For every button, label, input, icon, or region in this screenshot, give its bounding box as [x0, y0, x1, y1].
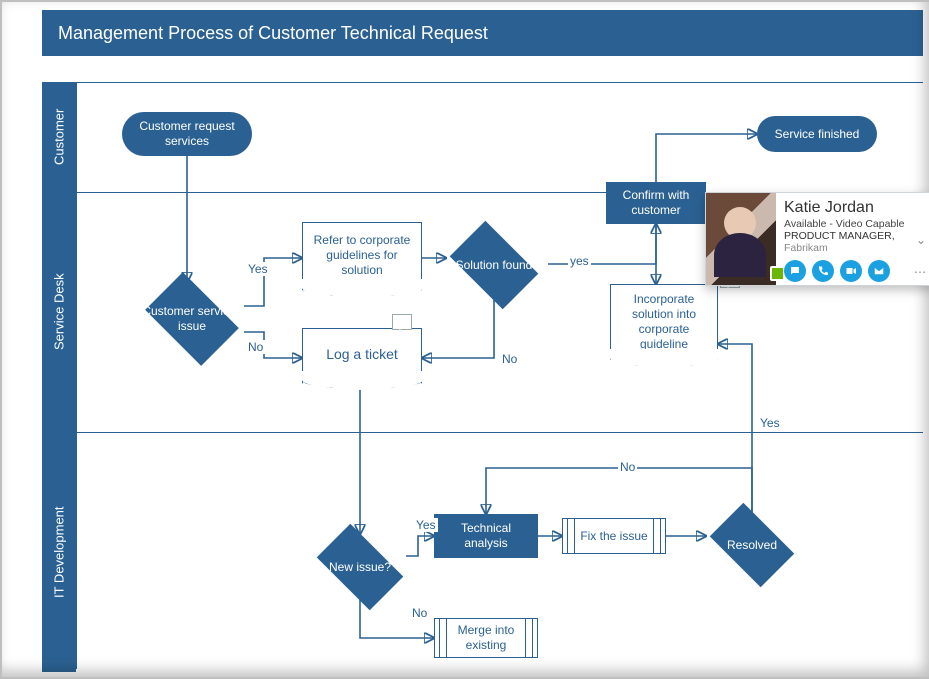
edge-label-yes: Yes [758, 416, 782, 430]
role-text: PRODUCT MANAGER [784, 230, 892, 242]
node-confirm-customer-process[interactable]: Confirm with customer [606, 182, 706, 224]
node-technical-analysis-process[interactable]: Technical analysis [434, 514, 538, 558]
company-text: Fabrikam [784, 242, 828, 254]
contact-role: PRODUCT MANAGER, Fabrikam [784, 230, 924, 254]
contact-status: Available - Video Capable [784, 218, 924, 230]
node-label: Solution found [452, 258, 537, 273]
node-label: Merge into existing [451, 623, 521, 653]
email-button[interactable] [868, 260, 890, 282]
node-label: Customer request services [136, 119, 238, 149]
video-button[interactable] [840, 260, 862, 282]
contact-card[interactable]: Katie Jordan Available - Video Capable P… [705, 192, 929, 286]
swimlane-label-text: IT Development [52, 506, 67, 598]
node-label: Log a ticket [326, 346, 398, 364]
call-button[interactable] [812, 260, 834, 282]
edge-label-yes: Yes [246, 262, 270, 276]
swimlane-customer-label: Customer [42, 82, 76, 192]
node-merge-existing-subprocess[interactable]: Merge into existing [434, 618, 538, 658]
white-band [42, 56, 923, 82]
node-refer-guidelines-document[interactable]: Refer to corporate guidelines for soluti… [302, 222, 422, 296]
contact-name: Katie Jordan [784, 199, 924, 217]
node-resolved-decision[interactable]: Resolved [702, 512, 802, 578]
avatar [706, 193, 776, 285]
lane-border-top [76, 82, 923, 83]
node-solution-found-decision[interactable]: Solution found [442, 230, 546, 300]
node-new-issue-decision[interactable]: New issue? [308, 534, 412, 600]
edge-label-no: No [618, 460, 637, 474]
node-label: Resolved [723, 538, 781, 553]
edge-label-no: No [500, 352, 519, 366]
swimlane-it-development-label: IT Development [42, 432, 76, 672]
edge-label-yes: yes [568, 254, 591, 268]
node-fix-issue-subprocess[interactable]: Fix the issue [562, 518, 666, 554]
node-finish-terminator[interactable]: Service finished [757, 116, 877, 152]
node-label: Confirm with customer [613, 188, 699, 218]
node-label: Service finished [775, 127, 860, 142]
node-label: New issue? [325, 560, 395, 575]
node-start-terminator[interactable]: Customer request services [122, 112, 252, 156]
page-title: Management Process of Customer Technical… [58, 23, 488, 44]
node-label: Refer to corporate guidelines for soluti… [311, 233, 413, 278]
node-customer-services-issue-decision[interactable]: Customer services issue [137, 282, 247, 356]
title-bar: Management Process of Customer Technical… [42, 10, 923, 56]
edge-label-no: No [410, 606, 429, 620]
comment-icon[interactable] [392, 314, 412, 330]
edge-label-no: No [246, 340, 265, 354]
more-icon[interactable]: ⋯ [914, 265, 926, 279]
lane-border-service-it [76, 432, 923, 433]
im-button[interactable] [784, 260, 806, 282]
edge-label-yes: Yes [414, 518, 438, 532]
node-label: Incorporate solution into corporate guid… [619, 292, 709, 352]
lane-axis-vline [76, 82, 77, 669]
node-label: Technical analysis [441, 521, 531, 551]
chevron-down-icon[interactable]: ⌄ [916, 233, 926, 247]
swimlane-service-desk-label: Service Desk [42, 192, 76, 432]
node-label: Fix the issue [580, 529, 647, 544]
swimlane-label-text: Service Desk [52, 274, 67, 351]
node-incorporate-guideline-document[interactable]: Incorporate solution into corporate guid… [610, 284, 718, 366]
node-log-ticket-document[interactable]: Log a ticket [302, 328, 422, 388]
swimlane-label-text: Customer [52, 109, 67, 165]
node-label: Customer services issue [137, 304, 247, 334]
